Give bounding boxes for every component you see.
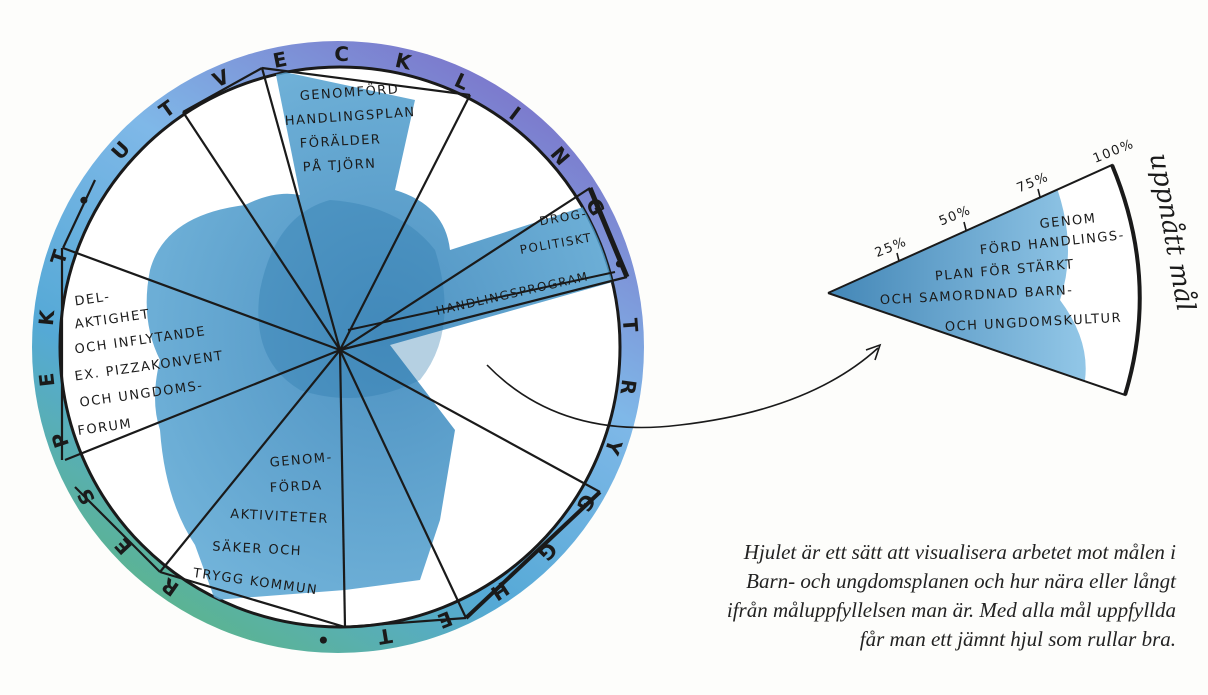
- segment-label-line: FÖRÄLDER: [299, 130, 381, 151]
- ring-letter: R: [615, 378, 641, 397]
- segment-handlingsplan: GENOMFÖRD HANDLINGSPLAN FÖRÄLDER PÅ TJÖR…: [284, 80, 416, 175]
- scale-label-100: 100%: [1091, 137, 1137, 167]
- arrow-to-wedge: [486, 343, 882, 429]
- wedge-text-line: GENOM: [1039, 211, 1097, 232]
- segment-label-line: DEL-: [74, 290, 112, 310]
- ring-letter: T: [376, 623, 394, 649]
- caption-text: Hjulet är ett sätt att visualisera arbet…: [726, 540, 1176, 651]
- ring-letter: E: [271, 47, 289, 73]
- scale-label-50: 50%: [937, 203, 974, 229]
- segment-boundaries: [60, 66, 630, 629]
- ring-letter: K: [393, 48, 415, 75]
- segment-label-line: PÅ TJÖRN: [302, 155, 376, 176]
- scale-label-25: 25%: [873, 235, 910, 261]
- segment-label-line: GENOM-: [269, 450, 333, 470]
- segment-label-line: AKTIVITETER: [230, 507, 329, 527]
- wedge-side-label: uppnått mål: [1143, 151, 1201, 314]
- ring-letter: E: [34, 372, 59, 388]
- wheel-spokes: [62, 67, 628, 628]
- ring-letter: K: [34, 307, 60, 326]
- progress-fill: [146, 70, 620, 600]
- scale-label-75: 75%: [1015, 170, 1052, 196]
- segment-label-line: SÄKER OCH: [212, 539, 303, 560]
- ring-letter: P: [47, 430, 74, 452]
- segment-label-line: FÖRDA: [269, 476, 323, 496]
- ring-letter: •: [316, 627, 330, 652]
- ring-letter: T: [618, 317, 643, 333]
- ring-letter: C: [334, 42, 349, 66]
